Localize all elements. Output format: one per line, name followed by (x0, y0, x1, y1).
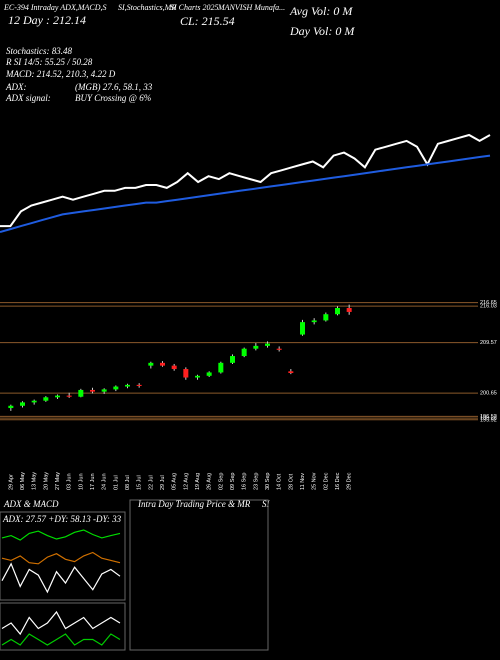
adx: ADX: (5, 82, 27, 92)
x-tick-label: 28 Oct (288, 473, 294, 490)
series-line (0, 133, 491, 228)
candle-body (241, 348, 247, 357)
candle-body (55, 395, 60, 398)
avg-vol: Avg Vol: 0 M (289, 4, 353, 18)
series-line (1, 551, 121, 565)
candle-body (230, 356, 235, 363)
adx-label: ADX: 27.57 +DY: 58.13 -DY: 33 (2, 514, 122, 524)
x-tick-label: 16 Sep (242, 473, 248, 490)
intraday-box (129, 499, 269, 651)
y-tick-label: 196.52 (480, 414, 497, 420)
series-line (0, 154, 491, 233)
candle-body (300, 322, 305, 335)
panel (0, 602, 126, 651)
close: CL: 215.54 (180, 14, 235, 28)
candle-body (206, 372, 212, 376)
x-tick-label: 02 Dec (323, 472, 329, 490)
x-tick-label: 02 Sep (218, 473, 224, 490)
candle-body (20, 402, 25, 406)
x-tick-label: 14 Oct (277, 473, 283, 490)
candle-body (136, 384, 142, 386)
candle-body (90, 389, 95, 392)
signal: BUY Crossing @ 6% (75, 93, 151, 103)
x-tick-label: 09 Sep (230, 473, 236, 490)
y-tick-label: 195.92 (480, 417, 497, 423)
x-tick-label: 10 Jun (78, 473, 84, 490)
y-tick-label: 200.65 (480, 391, 497, 397)
x-tick-label: 30 Sep (265, 473, 271, 490)
candle-body (183, 369, 189, 378)
candle-body (113, 386, 119, 390)
candle-body (148, 362, 154, 366)
y-tick-label: 196.22 (480, 416, 497, 422)
candle-body (346, 308, 352, 312)
candle-body (288, 371, 294, 373)
header-tag: EC-394 Intraday ADX,MACD,S (3, 3, 107, 12)
candle-body (265, 343, 270, 346)
x-tick-label: 27 May (55, 472, 61, 490)
x-tick-label: 23 Sep (253, 473, 259, 490)
x-tick-label: 12 Aug (183, 473, 189, 490)
candle-body (125, 384, 130, 387)
x-tick-label: 29 Dec (347, 472, 353, 490)
x-tick-label: 20 May (43, 472, 49, 490)
x-tick-label: 16 Dec (335, 472, 341, 490)
candle-body (8, 405, 14, 409)
x-tick-label: 01 Jul (113, 475, 119, 490)
candle-body (66, 395, 72, 397)
intraday-title2: SI (262, 499, 271, 509)
macd: MACD: 214.52, 210.3, 4.22 D (5, 69, 116, 79)
series-line (1, 529, 121, 541)
adx-vals: (MGB) 27.6, 58.1, 33 (75, 82, 153, 92)
x-tick-label: 06 May (20, 472, 26, 490)
candle-body (335, 308, 340, 315)
x-tick-label: 24 Jun (102, 473, 108, 490)
adx-title: ADX & MACD (3, 499, 59, 509)
candle-body (253, 345, 259, 349)
series-line (1, 633, 121, 646)
x-tick-label: 15 Jul (137, 475, 143, 490)
day-vol: Day Vol: 0 M (289, 24, 355, 38)
x-tick-label: 19 Aug (195, 473, 201, 490)
series-line (1, 562, 121, 594)
candle-body (101, 389, 107, 392)
candle-body (276, 348, 282, 350)
candle-body (78, 389, 84, 397)
candle-body (323, 314, 329, 321)
series-line (1, 610, 121, 636)
candle-body (31, 400, 37, 403)
y-tick-label: 216.03 (480, 304, 497, 310)
candle-body (160, 362, 165, 366)
x-tick-label: 03 Jun (67, 473, 73, 490)
candle-body (311, 320, 317, 323)
intraday-title: Intra Day Trading Price & MR (137, 499, 251, 509)
y-tick-label: 216.65 (480, 300, 497, 306)
adx-signal: ADX signal: (5, 93, 51, 103)
y-tick-label: 209.57 (480, 340, 497, 346)
x-tick-label: 29 Apr (8, 474, 14, 490)
candle-body (218, 362, 224, 373)
x-tick-label: 22 Jul (148, 475, 154, 490)
x-tick-label: 17 Jun (90, 473, 96, 490)
stoch: Stochastics: 83.48 (6, 46, 72, 56)
day12: 12 Day : 212.14 (8, 13, 86, 27)
rsi: R SI 14/5: 55.25 / 50.28 (5, 57, 93, 67)
x-tick-label: 08 Jul (125, 475, 131, 490)
candle-body (171, 365, 177, 370)
x-tick-label: 05 Aug (172, 473, 178, 490)
panel (0, 511, 126, 601)
header-src: SI Charts 2025 (170, 3, 218, 12)
header-name: MANVISH Munafa... (217, 3, 285, 12)
x-tick-label: 25 Nov (312, 472, 318, 490)
x-tick-label: 26 Aug (207, 473, 213, 490)
x-tick-label: 13 May (32, 472, 38, 490)
candle-body (195, 375, 200, 378)
x-tick-label: 11 Nov (300, 473, 306, 490)
candle-body (43, 397, 49, 401)
header-ind: SI,Stochastics,MR (118, 3, 176, 12)
x-tick-label: 29 Jul (160, 475, 166, 490)
